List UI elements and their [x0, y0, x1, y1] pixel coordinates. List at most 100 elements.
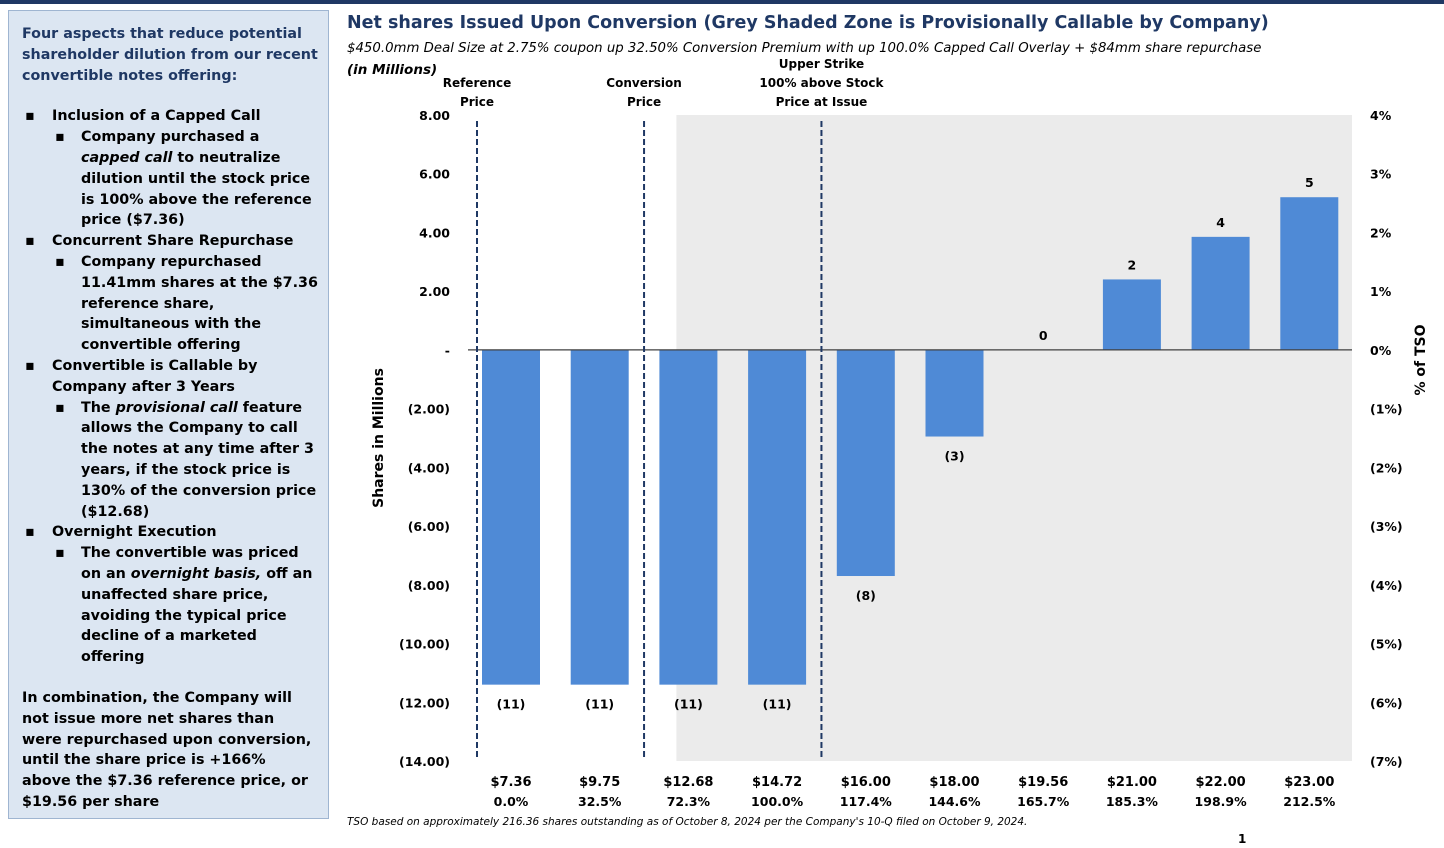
- bar: [1280, 197, 1339, 350]
- x-category-label: $14.72: [752, 775, 802, 790]
- tso-footnote: TSO based on approximately 216.36 shares…: [347, 816, 1028, 828]
- y-tick-label: (2.00): [408, 402, 450, 417]
- bar: [1191, 236, 1250, 350]
- y2-tick-label: (1%): [1370, 402, 1403, 417]
- sidebar-sub-text-em: provisional call: [115, 399, 238, 416]
- y2-tick-label: (6%): [1370, 695, 1403, 710]
- data-label: (8): [856, 588, 876, 603]
- bar: [570, 349, 629, 685]
- y-tick-label: 4.00: [419, 225, 450, 240]
- y2-tick-label: 3%: [1370, 167, 1392, 182]
- x-category-label: $19.56: [1018, 775, 1068, 790]
- y-tick-label: 2.00: [419, 284, 450, 299]
- y2-tick-label: (3%): [1370, 519, 1403, 534]
- y-tick-label: 6.00: [419, 167, 450, 182]
- y2-tick-label: (7%): [1370, 754, 1403, 769]
- sidebar-sub-list: The provisional call feature allows the …: [52, 398, 318, 523]
- sidebar-sub-bullet: Company repurchased 11.41mm shares at th…: [52, 252, 318, 356]
- sidebar-conclusion: In combination, the Company will not iss…: [22, 689, 312, 810]
- y2-tick-label: (5%): [1370, 637, 1403, 652]
- x-category-sublabel: 72.3%: [667, 794, 711, 809]
- data-label: (11): [585, 697, 614, 712]
- y-tick-label: (14.00): [399, 754, 450, 769]
- x-category-label: $18.00: [929, 775, 979, 790]
- sidebar-sub-bullet: The provisional call feature allows the …: [52, 398, 318, 523]
- x-category-label: $9.75: [579, 775, 620, 790]
- chart-title: Net shares Issued Upon Conversion (Grey …: [347, 13, 1269, 33]
- sidebar-bullet: Inclusion of a Capped Call Company purcha…: [22, 106, 318, 231]
- top-accent-bar: [0, 0, 1444, 4]
- summary-sidebar: Four aspects that reduce potential share…: [8, 10, 329, 819]
- marker-label: Reference: [443, 76, 512, 90]
- x-category-sublabel: 144.6%: [928, 794, 981, 809]
- marker-label: Upper Strike: [779, 57, 864, 71]
- sidebar-bullet-heading: Overnight Execution: [52, 524, 217, 541]
- sidebar-bullet: Concurrent Share Repurchase Company repur…: [22, 231, 318, 356]
- data-label: (11): [497, 697, 526, 712]
- bar: [659, 349, 718, 685]
- sidebar-bullet-heading: Concurrent Share Repurchase: [52, 233, 294, 250]
- bar: [482, 349, 540, 685]
- x-category-label: $12.68: [663, 775, 713, 790]
- x-category-label: $23.00: [1284, 775, 1334, 790]
- sidebar-sub-text-em: capped call: [81, 149, 173, 166]
- sidebar-bullet-heading: Inclusion of a Capped Call: [52, 108, 261, 125]
- y2-tick-label: 2%: [1370, 225, 1392, 240]
- sidebar-sub-list: Company purchased a capped call to neutr…: [52, 127, 318, 231]
- sidebar-bullet-list: Inclusion of a Capped Call Company purcha…: [22, 106, 318, 668]
- y-axis-title: Shares in Millions: [371, 368, 387, 508]
- bar: [836, 349, 895, 577]
- x-category-sublabel: 212.5%: [1283, 794, 1336, 809]
- sidebar-bullet: Convertible is Callable by Company after…: [22, 356, 318, 522]
- data-label: 0: [1039, 328, 1048, 343]
- x-category-sublabel: 165.7%: [1017, 794, 1070, 809]
- chart-unit-note: (in Millions): [347, 62, 438, 78]
- data-label: 2: [1128, 257, 1137, 272]
- data-label: 4: [1216, 215, 1225, 230]
- y-tick-label: 8.00: [419, 108, 450, 123]
- x-category-label: $22.00: [1196, 775, 1246, 790]
- sidebar-sub-text-after: off an unaffected share price, avoiding …: [81, 565, 313, 666]
- y2-tick-label: 4%: [1370, 108, 1392, 123]
- x-category-sublabel: 185.3%: [1106, 794, 1159, 809]
- sidebar-sub-list: Company repurchased 11.41mm shares at th…: [52, 252, 318, 356]
- y-tick-label: (8.00): [408, 578, 450, 593]
- marker-label: Price: [627, 95, 661, 109]
- x-category-sublabel: 100.0%: [751, 794, 804, 809]
- x-category-label: $7.36: [490, 775, 531, 790]
- marker-label: Price: [460, 95, 494, 109]
- x-category-label: $16.00: [841, 775, 891, 790]
- sidebar-sub-text-before: The: [81, 399, 116, 416]
- y-tick-label: (12.00): [399, 695, 450, 710]
- sidebar-bullet-heading: Convertible is Callable by Company after…: [52, 357, 258, 395]
- page-number: 1: [1238, 832, 1247, 846]
- y-tick-label: -: [445, 343, 450, 358]
- sidebar-bullet: Overnight Execution The convertible was p…: [22, 522, 318, 668]
- x-category-sublabel: 117.4%: [840, 794, 893, 809]
- data-label: (11): [763, 697, 792, 712]
- sidebar-sub-bullet: The convertible was priced on an overnig…: [52, 543, 318, 668]
- sidebar-intro: Four aspects that reduce potential share…: [22, 26, 318, 84]
- y2-axis-title: % of TSO: [1413, 324, 1429, 395]
- sidebar-sub-list: The convertible was priced on an overnig…: [52, 543, 318, 668]
- chart-subtitle: $450.0mm Deal Size at 2.75% coupon up 32…: [347, 41, 1262, 56]
- y2-tick-label: (4%): [1370, 578, 1403, 593]
- marker-label: Price at Issue: [776, 95, 868, 109]
- y-tick-label: (10.00): [399, 637, 450, 652]
- bar: [748, 349, 807, 685]
- data-label: 5: [1305, 175, 1314, 190]
- x-category-label: $21.00: [1107, 775, 1157, 790]
- data-label: (3): [944, 449, 964, 464]
- y2-tick-label: (2%): [1370, 460, 1403, 475]
- data-label: (11): [674, 697, 703, 712]
- marker-label: Conversion: [606, 76, 682, 90]
- x-category-sublabel: 0.0%: [494, 794, 529, 809]
- sidebar-sub-text-em: overnight basis,: [130, 565, 262, 582]
- y2-tick-label: 0%: [1370, 343, 1392, 358]
- y-tick-label: (6.00): [408, 519, 450, 534]
- y-tick-label: (4.00): [408, 460, 450, 475]
- sidebar-sub-text-before: Company purchased a: [81, 129, 260, 146]
- bar: [1102, 279, 1161, 350]
- marker-label: 100% above Stock: [759, 76, 884, 90]
